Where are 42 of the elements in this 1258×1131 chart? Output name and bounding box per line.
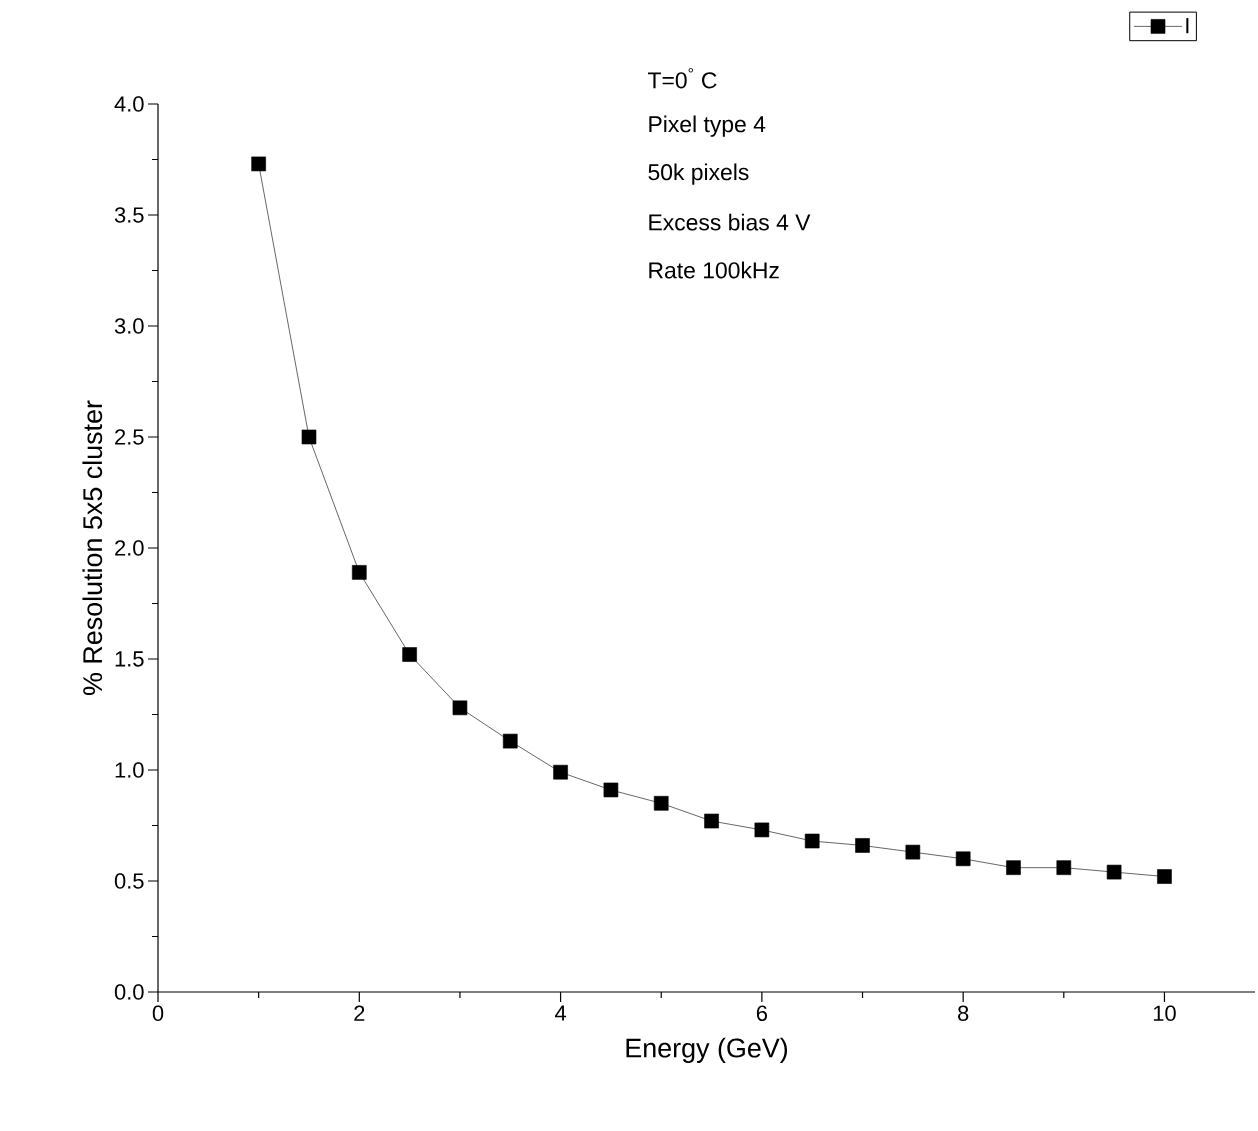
y-tick-label: 3.0 (114, 318, 144, 334)
text: T=0$^{°}$ C (647, 68, 717, 89)
point (754, 822, 770, 838)
point (301, 429, 317, 445)
point (1106, 864, 1122, 880)
point (905, 844, 921, 860)
x-tick-label: 4 (554, 1005, 567, 1021)
annotation: Pixel type 4 (649, 115, 766, 137)
x-tick-label: 6 (756, 1005, 768, 1022)
y-tick-label: 2.5 (115, 429, 144, 445)
point (704, 813, 719, 829)
x-tick-label: 8 (958, 1005, 969, 1022)
point (553, 764, 568, 780)
legend-label: I (1186, 18, 1189, 34)
y-tick-label: 3.5 (114, 207, 144, 223)
annotation: Excess bias 4 V (649, 213, 811, 231)
point (955, 851, 971, 867)
y-tick-label: 0.5 (114, 873, 144, 889)
point (402, 647, 417, 662)
y-tick-label: 4.0 (114, 96, 144, 112)
y-tick-label: 1.5 (115, 651, 144, 667)
x-tick-label: 10 (1153, 1005, 1176, 1022)
x-tick-label: 0 (152, 1005, 164, 1022)
point (352, 565, 367, 580)
point (653, 795, 669, 811)
y-axis-title: % Resolution 5x5 cluster (82, 400, 103, 696)
annotation: Rate 100kHz (649, 261, 779, 279)
point (804, 833, 820, 849)
y-tick-label: 2.0 (115, 540, 144, 556)
point (603, 782, 619, 798)
point (1056, 860, 1072, 875)
point (1006, 860, 1021, 875)
point (502, 733, 518, 749)
x-axis-title: Energy (GeV) (626, 1037, 788, 1063)
annotation: 50k pixels (648, 163, 749, 185)
y-tick-label: 1.0 (115, 762, 144, 778)
point (251, 156, 266, 172)
point (1157, 869, 1172, 884)
y-tick-label: 0.0 (114, 984, 144, 1000)
point (855, 838, 870, 853)
point (452, 700, 468, 716)
x-tick-label: 2 (354, 1005, 365, 1021)
